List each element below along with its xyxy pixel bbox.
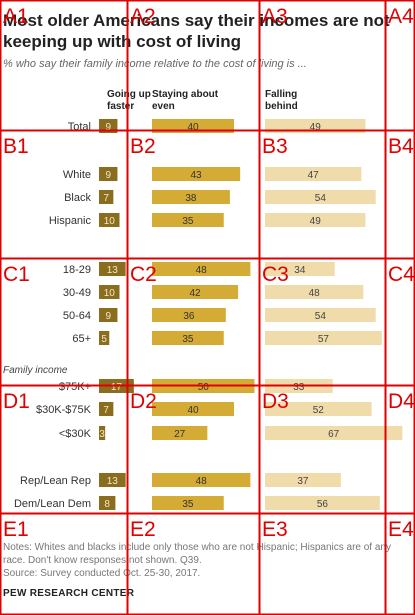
data-label: 48 [196, 476, 208, 487]
bar [265, 426, 403, 440]
data-label: 38 [185, 193, 197, 204]
data-label: 37 [297, 476, 309, 487]
bar [152, 190, 230, 204]
data-label: 42 [189, 288, 201, 299]
bar [99, 213, 120, 227]
row-label: 18-29 [63, 264, 91, 276]
data-label: 17 [111, 382, 123, 393]
data-label: 33 [293, 382, 305, 393]
row-label: Hispanic [49, 215, 92, 227]
notes: Notes: Whites and blacks include only th… [3, 541, 408, 567]
bar [152, 308, 226, 322]
bar [265, 308, 376, 322]
bar [152, 262, 251, 276]
row-label: Black [64, 192, 91, 204]
bar [265, 285, 364, 299]
bar [265, 167, 362, 181]
data-label: 40 [187, 405, 199, 416]
bar [152, 285, 239, 299]
bar [152, 496, 224, 510]
data-label: 54 [315, 193, 327, 204]
bar [99, 285, 120, 299]
bar [99, 496, 116, 510]
row-label: $75K+ [59, 381, 91, 393]
data-label: 9 [105, 122, 111, 133]
data-label: 47 [308, 170, 320, 181]
row-label: Total [68, 121, 91, 133]
bar [99, 262, 126, 276]
data-label: 43 [191, 170, 203, 181]
data-label: 13 [107, 265, 119, 276]
row-label: <$30K [59, 428, 92, 440]
data-label: 50 [198, 382, 210, 393]
data-label: 9 [105, 170, 111, 181]
data-label: 67 [328, 429, 340, 440]
data-label: 56 [317, 499, 329, 510]
row-label: White [63, 169, 91, 181]
organization-name: PEW RESEARCH CENTER [3, 588, 135, 599]
bar [152, 213, 224, 227]
row-label: Dem/Lean Dem [14, 498, 91, 510]
row-label: 50-64 [63, 310, 91, 322]
bar [265, 331, 382, 345]
data-label: 7 [103, 193, 109, 204]
bar [152, 426, 208, 440]
row-label: $30K-$75K [36, 404, 92, 416]
data-label: 54 [315, 311, 327, 322]
bar [152, 167, 241, 181]
data-label: 8 [104, 499, 110, 510]
data-label: 49 [310, 216, 322, 227]
data-label: 35 [182, 216, 194, 227]
data-label: 5 [101, 334, 107, 345]
data-label: 34 [294, 265, 306, 276]
data-label: 57 [318, 334, 330, 345]
data-label: 10 [104, 216, 116, 227]
chart-title: Most older Americans say their incomes a… [3, 11, 390, 51]
chart-subtitle: % who say their family income relative t… [3, 58, 307, 70]
series-header: Staying about even [152, 89, 219, 112]
bar [152, 402, 234, 416]
bar [99, 473, 126, 487]
data-label: 48 [309, 288, 321, 299]
bar [152, 331, 224, 345]
bar [99, 190, 114, 204]
bar [265, 402, 372, 416]
bar [265, 262, 335, 276]
data-label: 13 [107, 476, 119, 487]
data-label: 49 [310, 122, 322, 133]
row-label: 65+ [72, 333, 91, 345]
bar [152, 473, 251, 487]
notes-text: Notes: Whites and blacks include only th… [3, 542, 391, 566]
data-label: 48 [196, 265, 208, 276]
source-text: Source: Survey conducted Oct. 25-30, 201… [3, 568, 201, 579]
series-header: Going up faster [107, 89, 151, 112]
data-label: 36 [183, 311, 195, 322]
data-label: 35 [182, 499, 194, 510]
bar [99, 426, 106, 440]
bar [265, 190, 376, 204]
data-label: 7 [103, 405, 109, 416]
data-label: 27 [174, 429, 186, 440]
bar [99, 402, 114, 416]
bar [99, 167, 118, 181]
section-label: Family income [3, 365, 68, 376]
data-label: 52 [313, 405, 325, 416]
bar [265, 213, 366, 227]
data-label: 40 [187, 122, 199, 133]
bar [99, 308, 118, 322]
bar [99, 331, 110, 345]
data-label: 9 [105, 311, 111, 322]
data-label: 10 [104, 288, 116, 299]
bar [265, 496, 380, 510]
data-label: 3 [99, 429, 105, 440]
row-label: Rep/Lean Rep [20, 475, 91, 487]
data-label: 35 [182, 334, 194, 345]
bar [265, 473, 341, 487]
row-label: 30-49 [63, 287, 91, 299]
series-header: Falling behind [265, 89, 298, 112]
